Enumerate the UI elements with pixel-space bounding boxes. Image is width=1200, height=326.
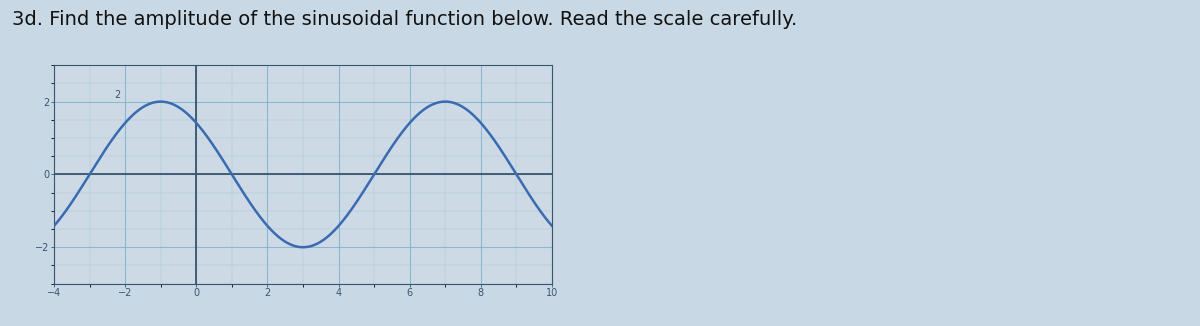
Text: 3d. Find the amplitude of the sinusoidal function below. Read the scale carefull: 3d. Find the amplitude of the sinusoidal… [12,10,797,29]
Text: 2: 2 [114,90,120,100]
